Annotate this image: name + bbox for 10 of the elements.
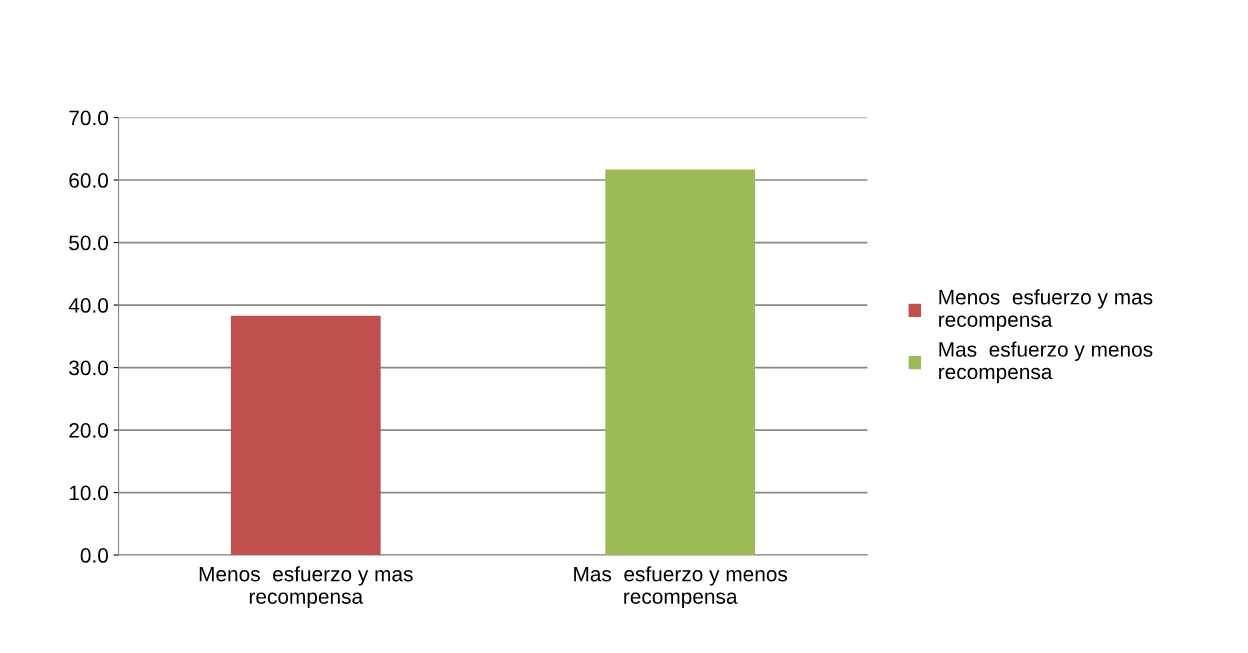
y-tick-label: 60.0	[69, 173, 109, 188]
legend-label: Menos esfuerzo y mas recompensa	[939, 289, 1153, 332]
y-tick-label: 70.0	[69, 110, 109, 126]
legend-label: Mas esfuerzo y menos recompensa	[939, 341, 1153, 384]
y-tick-label: 50.0	[69, 235, 109, 251]
y-tick-label: 20.0	[69, 423, 109, 438]
y-tick-label: 40.0	[68, 298, 109, 313]
y-tick-label: 30.0	[69, 360, 109, 376]
y-tick-label: 10.0	[69, 485, 109, 501]
y-tick-label: 0.0	[80, 548, 109, 563]
